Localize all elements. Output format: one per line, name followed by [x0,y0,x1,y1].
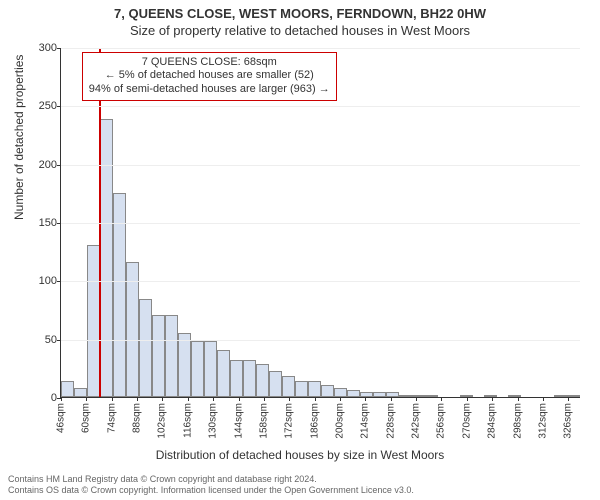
histogram-bar [399,395,412,397]
xtick-mark [61,397,62,401]
histogram-bar [360,392,373,397]
xtick-label: 74sqm [106,403,117,433]
histogram-bar [74,388,87,397]
xtick-mark [441,397,442,401]
xtick-label: 200sqm [335,403,346,439]
xtick-mark [315,397,316,401]
xtick-label: 144sqm [233,403,244,439]
histogram-bar [165,315,178,397]
histogram-bar [152,315,165,397]
xtick-label: 102sqm [157,403,168,439]
page-title: 7, QUEENS CLOSE, WEST MOORS, FERNDOWN, B… [0,0,600,21]
xtick-mark [239,397,240,401]
histogram-bar [412,395,425,397]
gridline [61,165,580,166]
histogram-bar [295,381,308,397]
x-axis-label: Distribution of detached houses by size … [0,448,600,462]
xtick-mark [365,397,366,401]
xtick-mark [467,397,468,401]
ytick-label: 300 [39,42,61,54]
xtick-label: 88sqm [132,403,143,433]
histogram-bar [191,341,204,397]
histogram-bar [178,333,191,397]
footer-attribution: Contains HM Land Registry data © Crown c… [8,474,414,496]
histogram-bar [508,395,521,397]
y-axis-label: Number of detached properties [12,55,26,220]
xtick-mark [289,397,290,401]
xtick-label: 46sqm [56,403,67,433]
histogram-bar [484,395,497,397]
annotation-line-2: ← 5% of detached houses are smaller (52) [89,69,330,83]
page-subtitle: Size of property relative to detached ho… [0,21,600,42]
gridline [61,223,580,224]
xtick-label: 256sqm [436,403,447,439]
xtick-label: 130sqm [208,403,219,439]
histogram-bar [100,119,113,397]
footer-line-2: Contains OS data © Crown copyright. Info… [8,485,414,496]
xtick-label: 242sqm [411,403,422,439]
histogram-bar [321,385,334,397]
annotation-line-3: 94% of semi-detached houses are larger (… [89,83,330,97]
xtick-label: 172sqm [284,403,295,439]
histogram-bar [139,299,152,397]
xtick-mark [264,397,265,401]
xtick-mark [391,397,392,401]
histogram-bar [217,350,230,397]
xtick-label: 312sqm [537,403,548,439]
histogram-bar [308,381,321,397]
histogram-bar [256,364,269,397]
histogram-bar [230,360,243,397]
xtick-mark [188,397,189,401]
xtick-mark [137,397,138,401]
histogram-bar [373,392,386,397]
gridline [61,281,580,282]
gridline [61,48,580,49]
gridline [61,340,580,341]
xtick-label: 116sqm [182,403,193,438]
xtick-label: 326sqm [563,403,574,439]
histogram-bar [87,245,100,397]
chart-plot-area: 7 QUEENS CLOSE: 68sqm ← 5% of detached h… [60,48,580,398]
xtick-mark [162,397,163,401]
ytick-label: 250 [39,100,61,112]
xtick-mark [518,397,519,401]
annotation-line-1: 7 QUEENS CLOSE: 68sqm [89,56,330,70]
histogram-bar [243,360,256,397]
xtick-mark [416,397,417,401]
histogram-bar [386,392,399,397]
xtick-label: 270sqm [461,403,472,439]
histogram-bar [269,371,282,397]
histogram-bar [554,395,567,397]
xtick-label: 60sqm [81,403,92,433]
ytick-label: 100 [39,275,61,287]
xtick-label: 298sqm [512,403,523,439]
histogram-bar [282,376,295,397]
histogram-bar [334,388,347,397]
footer-line-1: Contains HM Land Registry data © Crown c… [8,474,414,485]
xtick-label: 228sqm [385,403,396,439]
ytick-label: 50 [45,334,61,346]
xtick-mark [568,397,569,401]
gridline [61,106,580,107]
xtick-label: 214sqm [360,403,371,439]
xtick-label: 284sqm [487,403,498,439]
histogram-bar [347,390,360,397]
reference-annotation: 7 QUEENS CLOSE: 68sqm ← 5% of detached h… [82,52,337,101]
xtick-mark [86,397,87,401]
histogram-bar [61,381,74,397]
xtick-mark [340,397,341,401]
histogram-bar [425,395,438,397]
xtick-label: 186sqm [309,403,320,439]
xtick-label: 158sqm [258,403,269,439]
xtick-mark [112,397,113,401]
histogram-bar [204,341,217,397]
ytick-label: 200 [39,159,61,171]
xtick-mark [213,397,214,401]
xtick-mark [492,397,493,401]
ytick-label: 150 [39,217,61,229]
xtick-mark [543,397,544,401]
